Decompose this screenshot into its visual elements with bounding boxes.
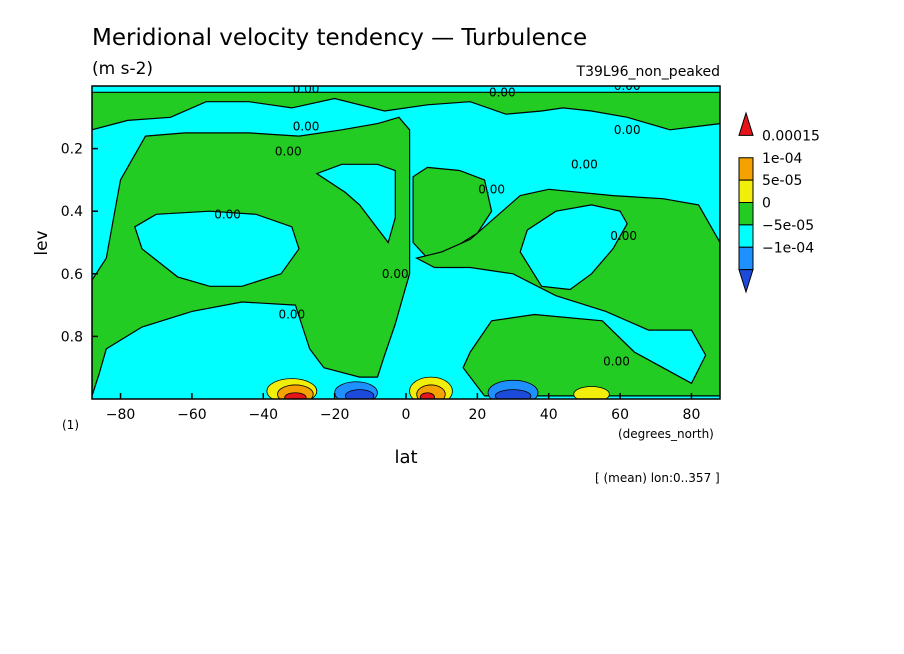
extreme-contour	[344, 389, 375, 399]
x-tick-label: 80	[683, 407, 701, 423]
chart-title: Meridional velocity tendency — Turbulenc…	[92, 25, 587, 51]
contour-region	[412, 166, 493, 259]
colorbar-swatch	[738, 157, 754, 181]
colorbar-level-label: −1e-04	[762, 240, 814, 256]
x-tick-label: −40	[248, 407, 278, 423]
contour-labels: 0.00 0.00 0.00 0.00 0.00 0.00 0.00 0.00 0.00 0.00…	[214, 79, 641, 368]
footnote: [ (mean) lon:0..357 ]	[595, 471, 720, 485]
colorbar-level-label: 5e-05	[762, 173, 802, 189]
y-axis-label: lev	[32, 230, 52, 255]
colorbar-level-label: −5e-05	[762, 218, 814, 234]
x-tick-label: 20	[468, 407, 486, 423]
contour-label: 0.00	[610, 229, 637, 243]
contour-label: 0.00	[293, 82, 320, 96]
contour-region	[134, 210, 300, 287]
contour-label: 0.00	[614, 123, 641, 137]
x-tick-label: −60	[177, 407, 207, 423]
contour-label: 0.00	[278, 307, 305, 321]
x-tick-label: −80	[106, 407, 136, 423]
y-tick-label: 0.2	[61, 142, 83, 158]
chart-units: (m s-2)	[92, 59, 153, 79]
x-axis-units: (degrees_north)	[618, 427, 714, 441]
colorbar-arrow-bottom	[738, 269, 754, 294]
contour-region	[415, 188, 720, 397]
contour-label: 0.00	[478, 182, 505, 196]
x-tick-label: 60	[611, 407, 629, 423]
colorbar-swatch	[738, 224, 754, 248]
colorbar-swatch	[738, 202, 754, 226]
colorbar-level-label: 0	[762, 196, 771, 212]
x-axis: −80 −60 −40 −20 0 20 40 60 80	[106, 393, 701, 423]
x-tick-label: 40	[540, 407, 558, 423]
y-axis: 0.2 0.4 0.6 0.8	[61, 142, 98, 345]
extreme-contour	[573, 386, 610, 399]
contour-label: 0.00	[382, 267, 409, 281]
extreme-blobs	[266, 376, 610, 399]
contour-label: 0.00	[614, 79, 641, 93]
contour-label: 0.00	[214, 207, 241, 221]
field-regions	[92, 91, 720, 397]
contour-region	[315, 163, 396, 244]
extreme-contour	[284, 392, 307, 399]
y-axis-units: (1)	[62, 418, 79, 432]
contour-region	[92, 91, 720, 131]
contour-label: 0.00	[571, 157, 598, 171]
extreme-contour	[494, 389, 532, 399]
contour-label: 0.00	[603, 354, 630, 368]
x-axis-label: lat	[394, 447, 417, 468]
x-tick-label: −20	[320, 407, 350, 423]
colorbar: 0.00015 1e-04 5e-05 0 −5e-05 −1e-04	[738, 111, 820, 294]
y-tick-label: 0.4	[61, 204, 83, 220]
run-label: T39L96_non_peaked	[576, 64, 720, 80]
colorbar-arrow-top	[738, 111, 754, 136]
contour-label: 0.00	[489, 85, 516, 99]
y-tick-label: 0.6	[61, 267, 83, 283]
colorbar-level-label: 0.00015	[762, 128, 820, 144]
colorbar-swatch	[738, 246, 754, 271]
contour-label: 0.00	[293, 120, 320, 134]
x-tick-label: 0	[402, 407, 411, 423]
extreme-contour	[419, 392, 435, 399]
contour-label: 0.00	[275, 145, 302, 159]
plot-area: 0.00 0.00 0.00 0.00 0.00 0.00 0.00 0.00 0.00 0.00…	[92, 79, 720, 399]
contour-region	[519, 204, 628, 291]
y-tick-label: 0.8	[61, 329, 83, 345]
colorbar-level-label: 1e-04	[762, 151, 802, 167]
colorbar-swatch	[738, 179, 754, 203]
